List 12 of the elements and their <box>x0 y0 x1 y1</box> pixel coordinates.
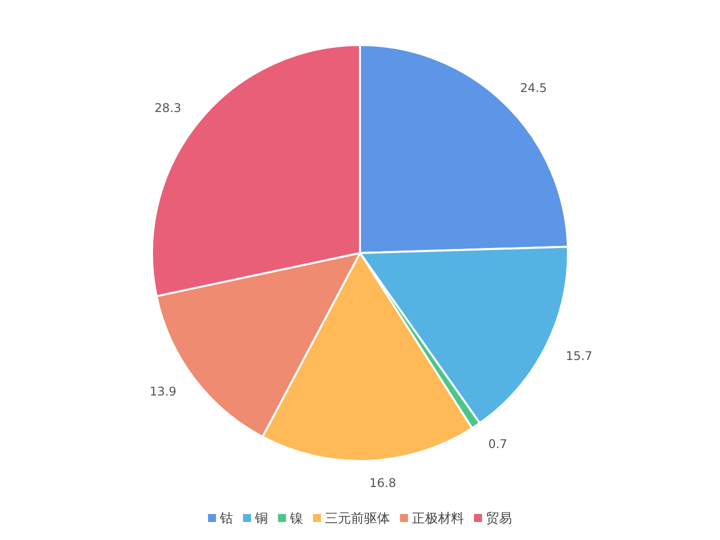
data-label: 16.8 <box>369 476 396 490</box>
data-label: 13.9 <box>150 384 176 399</box>
data-label: 15.7 <box>566 348 592 363</box>
legend-label: 正极材料 <box>412 512 464 526</box>
legend-label: 贸易 <box>486 512 512 526</box>
legend-label: 铜 <box>254 512 268 526</box>
data-label: 0.7 <box>488 436 508 451</box>
legend-label: 镍 <box>289 512 303 526</box>
legend-label: 钴 <box>219 512 233 526</box>
data-label: 24.5 <box>520 80 547 95</box>
legend-label: 三元前驱体 <box>325 512 390 526</box>
data-label: 28.3 <box>154 101 182 116</box>
